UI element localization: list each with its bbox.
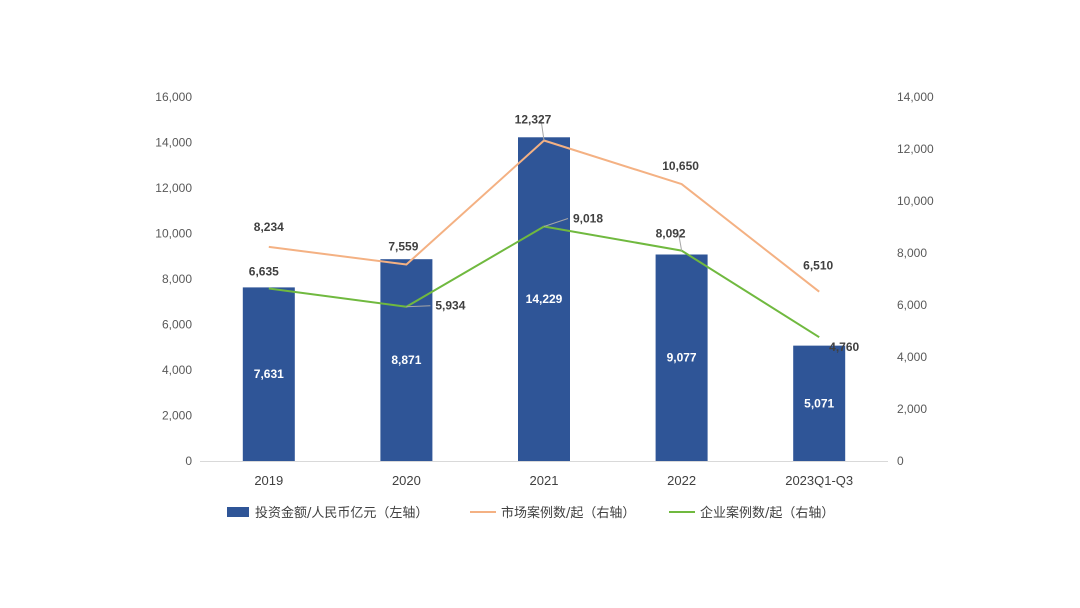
bar: [242, 287, 295, 461]
line-data-label: 9,018: [573, 212, 603, 226]
x-axis-category-label: 2023Q1-Q3: [785, 473, 853, 488]
bar-data-label: 5,071: [804, 396, 834, 410]
x-axis-category-label: 2019: [254, 473, 283, 488]
right-y-axis: 0 2,000 4,000 6,000 8,000 10,000 12,000 14,000: [897, 90, 934, 468]
label-leader-line: [540, 119, 545, 141]
left-axis-tick-label: 16,000: [155, 90, 192, 104]
left-axis-tick-label: 4,000: [162, 363, 192, 377]
x-axis-categories: 2019 2020 2021 2022 2023Q1-Q3: [254, 473, 853, 488]
line-data-label: 8,234: [254, 220, 284, 234]
legend-label: 投资金额/人民币亿元（左轴）: [255, 505, 428, 521]
left-y-axis: 0 2,000 4,000 6,000 8,000 10,000 12,000 14,000 1…: [155, 90, 192, 468]
x-axis-category-label: 2022: [667, 473, 696, 488]
right-axis-tick-label: 4,000: [897, 350, 927, 364]
bar-data-label: 14,229: [526, 292, 563, 306]
bar: [380, 259, 433, 461]
bar-data-label: 8,871: [391, 353, 421, 367]
x-axis-category-label: 2020: [392, 473, 421, 488]
legend-label: 企业案例数/起（右轴）: [700, 505, 834, 521]
right-axis-tick-label: 0: [897, 454, 904, 468]
line-data-label: 5,934: [435, 299, 465, 313]
bar-data-label: 7,631: [254, 367, 284, 381]
line-data-label: 7,559: [388, 239, 418, 253]
legend-label: 市场案例数/起（右轴）: [501, 505, 635, 521]
left-axis-tick-label: 10,000: [155, 227, 192, 241]
bar-data-label: 9,077: [667, 351, 697, 365]
right-axis-tick-label: 8,000: [897, 246, 927, 260]
bar-series: [242, 137, 846, 461]
left-axis-tick-label: 2,000: [162, 409, 192, 423]
left-axis-tick-label: 12,000: [155, 181, 192, 195]
line-data-label: 8,092: [656, 227, 686, 241]
left-axis-tick-label: 8,000: [162, 272, 192, 286]
right-axis-tick-label: 12,000: [897, 142, 934, 156]
left-axis-tick-label: 14,000: [155, 136, 192, 150]
right-axis-tick-label: 10,000: [897, 194, 934, 208]
bar: [793, 345, 846, 461]
line-data-label: 10,650: [662, 159, 699, 173]
right-axis-tick-label: 14,000: [897, 90, 934, 104]
line-data-label: 6,510: [803, 259, 833, 273]
line-data-label: 4,760: [829, 340, 859, 354]
label-leader-lines: [406, 119, 683, 308]
left-axis-tick-label: 6,000: [162, 318, 192, 332]
label-leader-line: [678, 233, 683, 251]
left-axis-tick-label: 0: [185, 454, 192, 468]
label-leader-line: [543, 218, 569, 228]
legend: 投资金额/人民币亿元（左轴） 市场案例数/起（右轴） 企业案例数/起（右轴）: [227, 505, 834, 521]
bar: [518, 137, 570, 461]
series-line: [268, 139, 820, 293]
right-axis-tick-label: 2,000: [897, 402, 927, 416]
bar: [655, 254, 708, 461]
data-labels: 7,631 8,871 14,229 9,077 5,071 8,234 7,559 12,3…: [249, 112, 860, 410]
label-leader-line: [406, 305, 431, 308]
line-data-label: 6,635: [249, 264, 279, 278]
right-axis-tick-label: 6,000: [897, 298, 927, 312]
line-data-label: 12,327: [515, 112, 552, 126]
legend-bar-swatch: [227, 507, 249, 517]
x-axis-category-label: 2021: [530, 473, 559, 488]
